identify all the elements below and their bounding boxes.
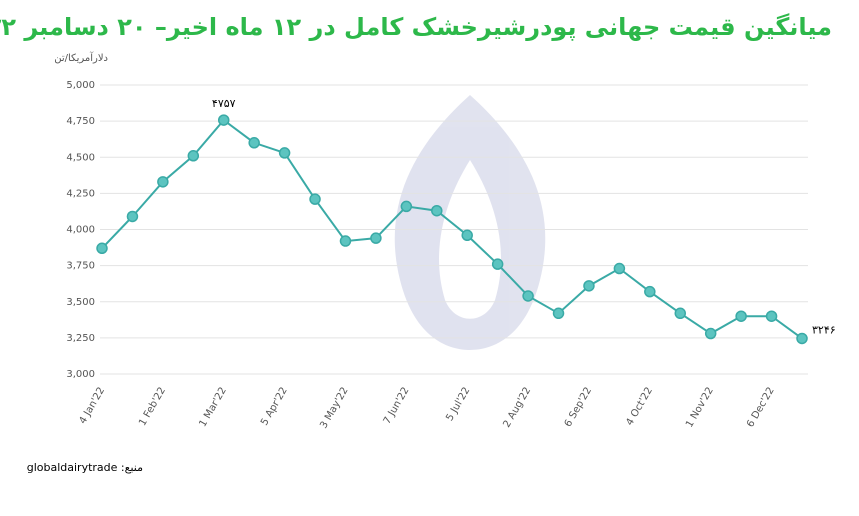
marker	[765, 310, 778, 322]
marker	[339, 235, 352, 247]
y-tick-label: 4,500	[66, 152, 95, 163]
marker	[491, 258, 504, 270]
x-tick-label: 3 May'22	[318, 386, 350, 431]
x-tick-label: 6 Sep'22	[563, 386, 594, 429]
chart-title: میانگین قیمت جهانی پودرشیرخشک کامل در ۱۲…	[0, 13, 832, 41]
marker	[735, 310, 747, 322]
marker	[461, 229, 473, 242]
x-tick-label: 7 Jun'22	[382, 386, 412, 427]
marker	[248, 137, 260, 149]
x-tick-label: 5 Apr'22	[259, 386, 290, 428]
y-tick-label: 4,750	[66, 116, 95, 127]
x-tick-label: 1 Mar'22	[197, 386, 228, 430]
marker	[400, 200, 413, 213]
watermark	[394, 95, 546, 350]
marker	[431, 204, 443, 217]
y-tick-label: 4,000	[66, 225, 95, 236]
marker	[704, 327, 717, 340]
y-tick-label: 3,500	[66, 297, 95, 308]
x-tick-label: 1 Feb'22	[137, 386, 168, 429]
marker	[96, 242, 108, 255]
annotation: ۴۷۵۷	[212, 97, 236, 110]
y-tick-label: 3,000	[66, 369, 95, 380]
marker	[644, 285, 656, 298]
marker	[522, 290, 534, 302]
x-tick-label: 5 Jul'22	[444, 386, 472, 424]
x-tick-label: 1 Nov'22	[684, 386, 716, 430]
x-tick-label: 6 Dec'22	[745, 386, 777, 430]
line	[101, 118, 803, 340]
y-tick-label: 3,250	[66, 333, 95, 344]
watermark-logo	[394, 95, 546, 350]
marker	[278, 147, 291, 159]
marker	[796, 332, 808, 345]
marker	[309, 193, 321, 205]
source: منبع: globaldairytrade	[27, 461, 143, 474]
marker	[217, 114, 230, 126]
marker	[613, 262, 626, 275]
marker	[370, 232, 382, 244]
marker	[187, 150, 200, 162]
annotation: ۳۲۴۶	[812, 323, 836, 336]
marker	[157, 176, 169, 188]
marker	[674, 307, 687, 320]
x-tick-label: 4 Oct'22	[624, 386, 655, 428]
x-tick-label: 4 Jan'22	[77, 386, 107, 427]
y-axis-label: دلارآمریکا/تن	[54, 51, 108, 64]
y-tick-label: 4,250	[66, 188, 95, 199]
marker	[126, 210, 139, 223]
marker	[583, 280, 595, 292]
y-tick-label: 5,000	[66, 80, 95, 91]
marker	[552, 307, 565, 320]
y-tick-label: 3,750	[66, 261, 95, 272]
x-tick-label: 2 Aug'22	[501, 386, 533, 430]
